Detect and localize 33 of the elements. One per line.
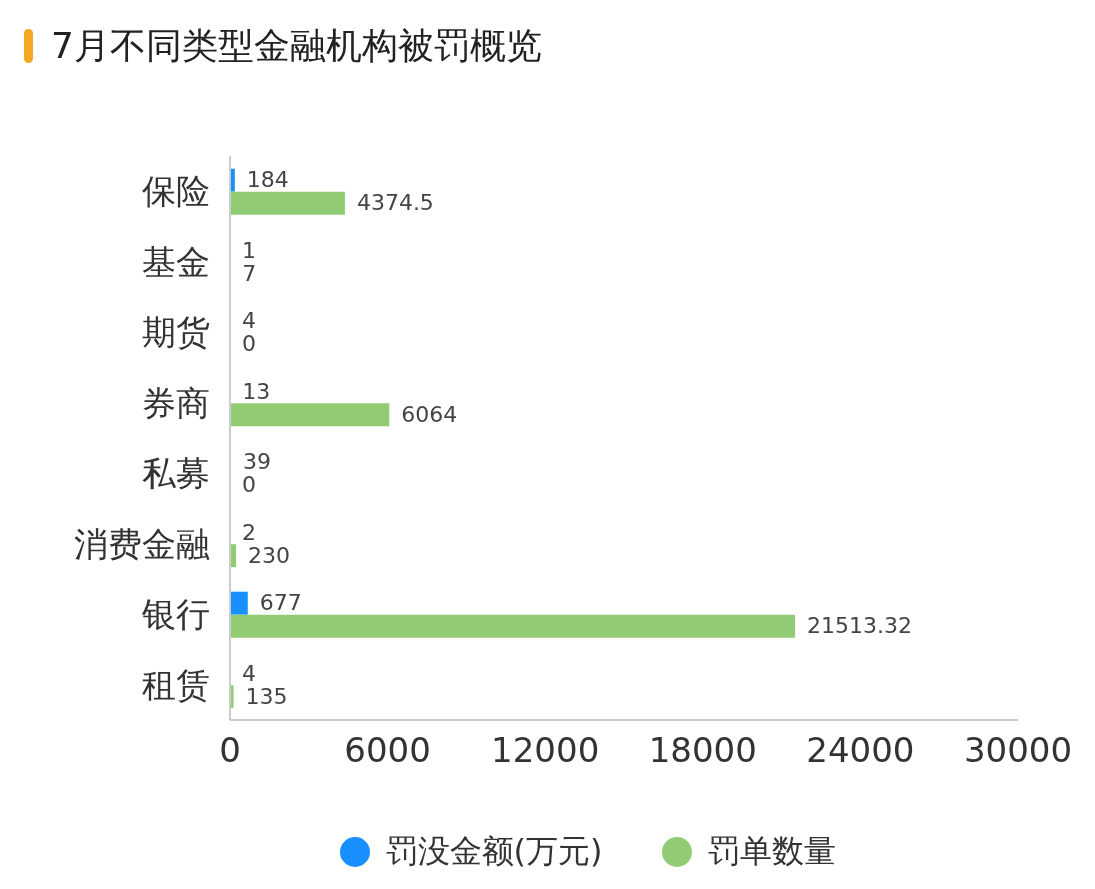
y-tick-label: 券商 bbox=[142, 382, 210, 423]
y-tick-label: 租赁 bbox=[142, 664, 210, 705]
x-tick-label: 30000 bbox=[963, 730, 1073, 771]
data-label: 7 bbox=[242, 260, 257, 286]
data-label: 4 bbox=[242, 308, 257, 334]
data-label: 1 bbox=[242, 237, 257, 263]
y-tick-label: 私募 bbox=[142, 453, 210, 494]
x-tick-label: 0 bbox=[219, 730, 241, 771]
data-label: 4374.5 bbox=[356, 190, 434, 216]
chart-title: 7月不同类型金融机构被罚概览 bbox=[51, 23, 542, 68]
data-label: 21513.32 bbox=[807, 613, 913, 639]
data-label: 135 bbox=[245, 683, 288, 709]
x-tick-label: 24000 bbox=[806, 730, 915, 771]
y-tick-label: 基金 bbox=[142, 241, 210, 282]
data-label: 0 bbox=[242, 472, 256, 498]
y-tick-label: 期货 bbox=[142, 312, 210, 353]
data-label: 677 bbox=[259, 590, 302, 616]
data-label: 4 bbox=[242, 660, 257, 686]
legend-label: 罚单数量 bbox=[708, 831, 837, 872]
data-label: 6064 bbox=[401, 401, 458, 427]
data-label: 39 bbox=[243, 449, 272, 475]
data-label: 13 bbox=[242, 378, 271, 404]
data-label: 0 bbox=[242, 331, 256, 357]
x-tick-label: 12000 bbox=[491, 730, 600, 771]
legend-label: 罚没金额(万元) bbox=[385, 831, 603, 872]
data-label: 184 bbox=[246, 167, 289, 193]
data-label: 2 bbox=[242, 519, 257, 545]
y-tick-label: 银行 bbox=[141, 594, 210, 635]
data-label: 230 bbox=[248, 542, 291, 568]
y-tick-label: 保险 bbox=[142, 171, 210, 212]
x-tick-label: 18000 bbox=[648, 730, 757, 771]
y-tick-label: 消费金融 bbox=[74, 523, 210, 564]
x-tick-label: 6000 bbox=[344, 730, 431, 771]
